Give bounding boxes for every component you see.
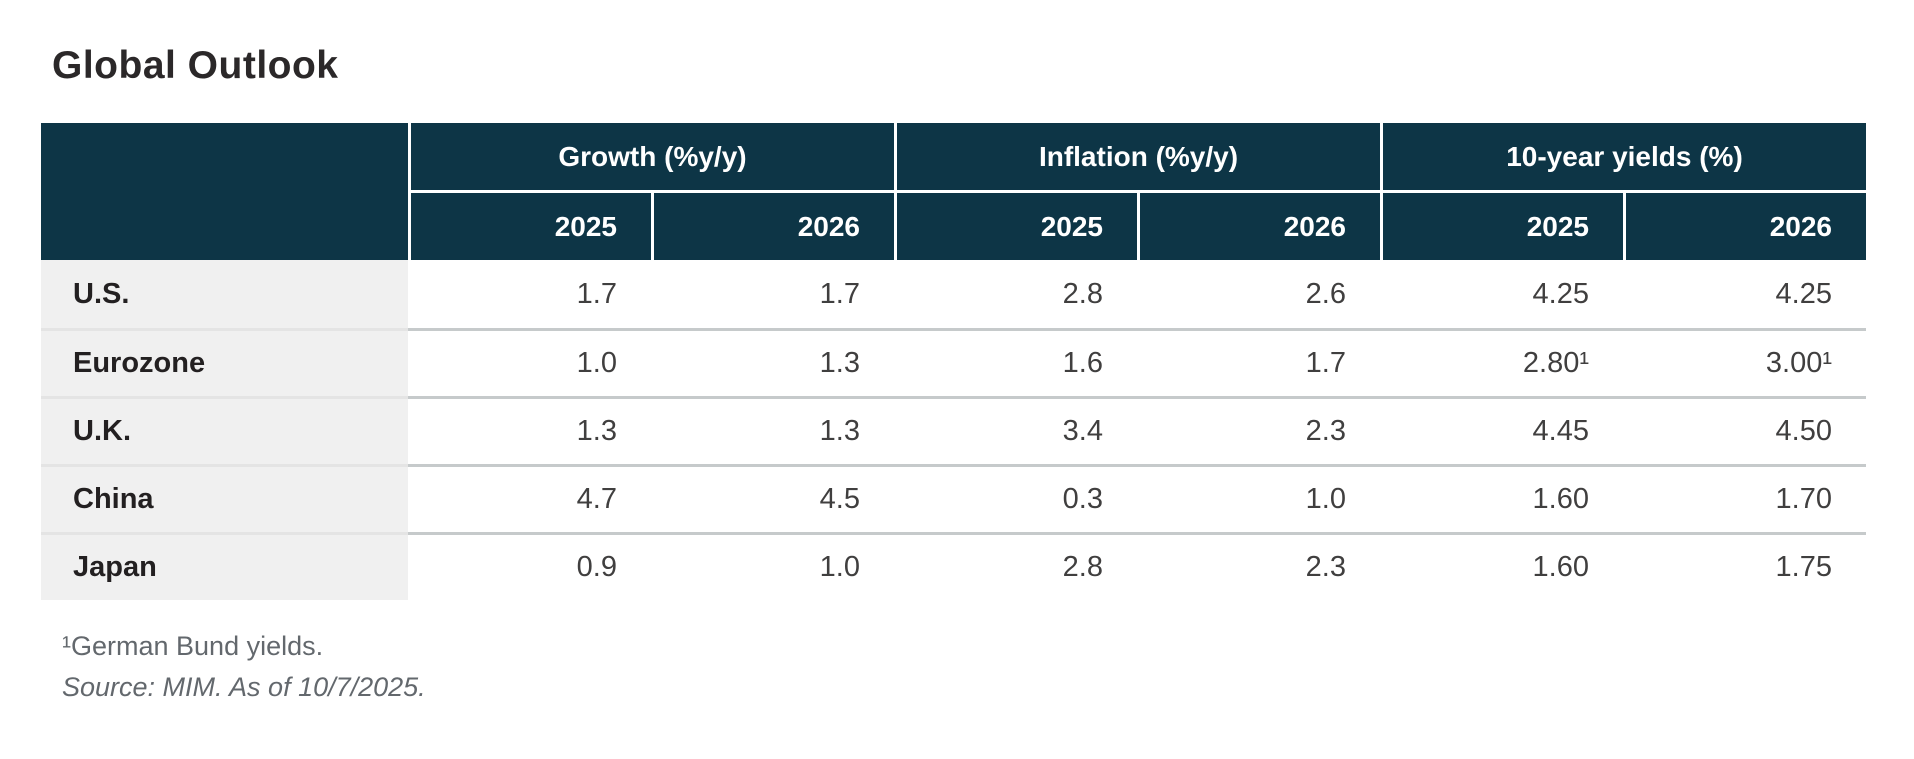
outlook-table: Growth (%y/y) Inflation (%y/y) 10-year y… xyxy=(41,123,1866,600)
value-cell: 4.50 xyxy=(1623,396,1866,464)
value-cell: 0.3 xyxy=(894,464,1137,532)
footnotes: ¹German Bund yields. Source: MIM. As of … xyxy=(62,626,426,708)
row-label: Japan xyxy=(41,532,408,600)
year-header: 2025 xyxy=(1380,190,1623,260)
column-group-header-inflation: Inflation (%y/y) xyxy=(894,123,1380,190)
corner-header-cell xyxy=(41,123,408,260)
value-cell: 1.3 xyxy=(408,396,651,464)
year-header: 2026 xyxy=(1623,190,1866,260)
year-header: 2025 xyxy=(408,190,651,260)
value-cell: 2.6 xyxy=(1137,260,1380,328)
value-cell: 1.0 xyxy=(408,328,651,396)
value-cell: 2.8 xyxy=(894,260,1137,328)
value-cell: 3.4 xyxy=(894,396,1137,464)
row-label: U.S. xyxy=(41,260,408,328)
column-group-header-growth: Growth (%y/y) xyxy=(408,123,894,190)
row-label: China xyxy=(41,464,408,532)
value-cell: 1.3 xyxy=(651,396,894,464)
value-cell: 4.7 xyxy=(408,464,651,532)
value-cell: 1.0 xyxy=(1137,464,1380,532)
value-cell: 4.25 xyxy=(1380,260,1623,328)
value-cell: 2.80¹ xyxy=(1380,328,1623,396)
value-cell: 4.45 xyxy=(1380,396,1623,464)
value-cell: 1.7 xyxy=(1137,328,1380,396)
value-cell: 1.7 xyxy=(651,260,894,328)
year-header: 2026 xyxy=(1137,190,1380,260)
row-label: Eurozone xyxy=(41,328,408,396)
value-cell: 1.0 xyxy=(651,532,894,600)
year-header: 2026 xyxy=(651,190,894,260)
value-cell: 4.5 xyxy=(651,464,894,532)
value-cell: 1.6 xyxy=(894,328,1137,396)
value-cell: 2.3 xyxy=(1137,396,1380,464)
footnote-german-bund: ¹German Bund yields. xyxy=(62,631,324,661)
value-cell: 1.7 xyxy=(408,260,651,328)
value-cell: 4.25 xyxy=(1623,260,1866,328)
column-group-header-yields: 10-year yields (%) xyxy=(1380,123,1866,190)
value-cell: 0.9 xyxy=(408,532,651,600)
value-cell: 3.00¹ xyxy=(1623,328,1866,396)
value-cell: 1.60 xyxy=(1380,532,1623,600)
value-cell: 1.3 xyxy=(651,328,894,396)
page-title: Global Outlook xyxy=(52,44,339,87)
value-cell: 1.75 xyxy=(1623,532,1866,600)
value-cell: 2.3 xyxy=(1137,532,1380,600)
row-label: U.K. xyxy=(41,396,408,464)
source-line: Source: MIM. As of 10/7/2025. xyxy=(62,672,426,702)
year-header: 2025 xyxy=(894,190,1137,260)
value-cell: 1.60 xyxy=(1380,464,1623,532)
value-cell: 2.8 xyxy=(894,532,1137,600)
value-cell: 1.70 xyxy=(1623,464,1866,532)
